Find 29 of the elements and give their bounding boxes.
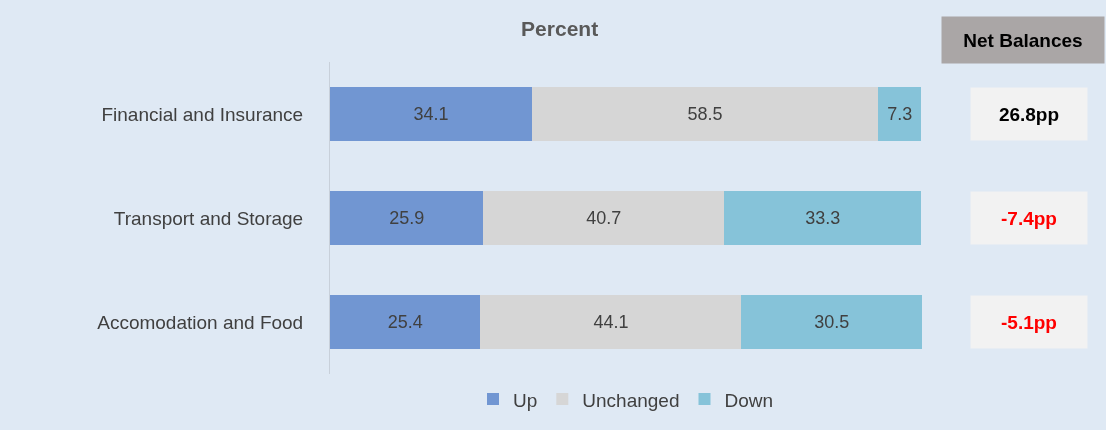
data-label: 7.3 [887,104,913,124]
bar [741,294,922,350]
data-label: 34.1 [413,104,449,124]
y-tick-label: Transport and Storage [113,207,304,229]
data-label: 40.7 [586,208,622,228]
bar [878,86,922,142]
legend-label: Unchanged [582,389,680,411]
text: Net Balances [963,29,1083,51]
bar [330,190,484,246]
bar [483,190,725,246]
bar [480,294,742,350]
bar [531,86,879,142]
y-tick-label: Accomodation and Food [97,311,304,333]
text: -5.1pp [1001,311,1057,333]
data-label: 58.5 [687,104,723,124]
y-tick-label: Financial and Insurance [101,103,304,125]
data-label: 33.3 [805,208,841,228]
bar [330,86,532,142]
bar [724,190,922,246]
data-label: 25.4 [387,312,423,332]
data-label: 25.9 [389,208,425,228]
data-label: 30.5 [814,312,850,332]
legend-label: Down [724,389,774,411]
text: 26.8pp [998,103,1060,125]
chart-title: Percent [521,17,599,41]
bar [330,294,481,350]
text: -7.4pp [1001,207,1057,229]
data-label: 44.1 [593,312,629,332]
legend-label: Up [513,389,538,411]
